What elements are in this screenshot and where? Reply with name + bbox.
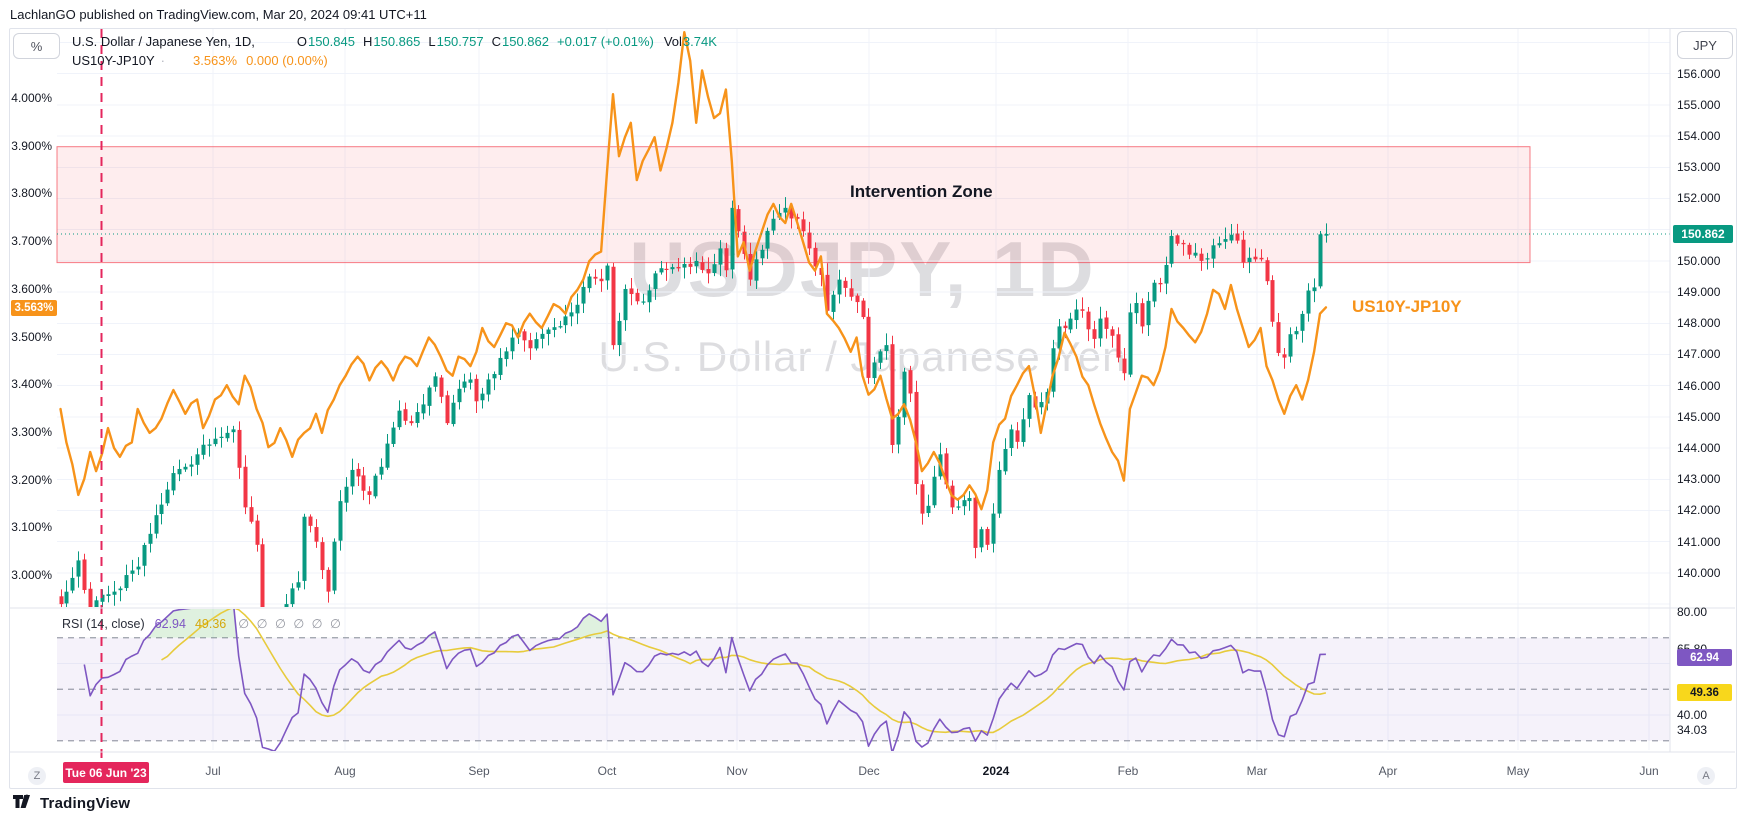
rsi-indicator-legend[interactable]: RSI (14, close) 62.94 49.36 ∅ ∅ ∅ ∅ ∅ ∅	[62, 616, 343, 632]
right-axis-label: 146.000	[1677, 379, 1721, 393]
rsi-ma-value-badge: 49.36	[1677, 684, 1732, 701]
tradingview-footer[interactable]: TradingView	[12, 794, 130, 812]
left-axis-label: 3.900%	[11, 139, 52, 153]
ohlc-letter: C	[491, 34, 501, 49]
rsi-axis-label: 40.00	[1677, 708, 1708, 722]
right-axis-label: 149.000	[1677, 285, 1721, 299]
legend-separator-dot: ·	[160, 53, 165, 68]
tradingview-logo-icon	[13, 794, 30, 808]
auto-scale-button[interactable]: A	[1697, 767, 1715, 785]
right-axis-label: 153.000	[1677, 160, 1721, 174]
ohlc-value: 150.865	[373, 34, 421, 49]
main-series-legend[interactable]: U.S. Dollar / Japanese Yen, 1D, O 150.845 H…	[72, 34, 717, 49]
compare-series-legend[interactable]: US10Y-JP10Y · 3.563% 0.000 (0.00%)	[72, 53, 328, 68]
time-axis-label: Dec	[858, 764, 880, 778]
rsi-value-badge: 62.94	[1677, 649, 1732, 666]
spread-price-badge: 3.563%	[11, 300, 57, 316]
right-axis-label: 144.000	[1677, 441, 1721, 455]
time-axis-label: Sep	[468, 764, 490, 778]
percent-scale-button[interactable]: %	[13, 33, 60, 59]
right-axis-label: 143.000	[1677, 472, 1721, 486]
time-axis-label: Feb	[1117, 764, 1139, 778]
ohlc-value: 150.757	[436, 34, 484, 49]
time-axis-label: Jun	[1639, 764, 1659, 778]
left-axis-label: 3.800%	[11, 186, 52, 200]
time-axis-label: Aug	[334, 764, 356, 778]
publish-attribution: LachlanGO published on TradingView.com, …	[10, 7, 427, 22]
right-axis-label: 152.000	[1677, 191, 1721, 205]
time-axis-label: Apr	[1378, 764, 1398, 778]
time-axis-label: 2024	[982, 764, 1010, 778]
left-axis-label: 3.400%	[11, 377, 52, 391]
ohlc-letter: H	[362, 34, 373, 49]
date-marker-badge: Tue 06 Jun '23	[63, 762, 149, 783]
left-axis-label: 3.000%	[11, 568, 52, 582]
ohlc-letter: O	[296, 34, 307, 49]
rsi-ma-value: 49.36	[194, 616, 227, 631]
chart-frame	[9, 28, 1737, 789]
ohlc-value: 150.845	[307, 34, 355, 49]
time-axis-label: Mar	[1246, 764, 1268, 778]
left-axis-label: 3.200%	[11, 473, 52, 487]
tradingview-brand-text: TradingView	[40, 794, 131, 812]
intervention-zone-label: Intervention Zone	[850, 182, 993, 201]
compare-change: 0.000 (0.00%)	[246, 53, 328, 68]
left-axis-label: 3.300%	[11, 425, 52, 439]
right-axis-label: 148.000	[1677, 316, 1721, 330]
volume-label: Vol	[663, 34, 682, 49]
rsi-hidden-values: ∅ ∅ ∅ ∅ ∅ ∅	[238, 617, 343, 631]
legend-change: +0.017 (+0.01%)	[556, 34, 654, 49]
right-axis-label: 156.000	[1677, 67, 1721, 81]
time-axis-label: Oct	[597, 764, 617, 778]
right-axis-label: 141.000	[1677, 535, 1721, 549]
right-axis-label: 147.000	[1677, 347, 1721, 361]
left-axis-label: 3.600%	[11, 282, 52, 296]
right-axis-label: 150.000	[1677, 254, 1721, 268]
right-axis-label: 145.000	[1677, 410, 1721, 424]
time-axis-label: Jul	[205, 764, 221, 778]
right-axis-label: 140.000	[1677, 566, 1721, 580]
volume-value: 3.74K	[682, 34, 717, 49]
rsi-axis-label: 80.00	[1677, 605, 1708, 619]
spread-series-label: US10Y-JP10Y	[1352, 297, 1462, 316]
currency-scale-button[interactable]: JPY	[1677, 31, 1733, 59]
compare-symbol-title: US10Y-JP10Y	[72, 53, 155, 68]
right-axis-label: 155.000	[1677, 98, 1721, 112]
time-axis-label: Nov	[726, 764, 748, 778]
rsi-value: 62.94	[154, 616, 186, 631]
left-axis-label: 3.500%	[11, 330, 52, 344]
rsi-axis-label: 34.03	[1677, 723, 1708, 737]
time-axis-label: May	[1506, 764, 1530, 778]
left-axis-label: 3.100%	[11, 520, 52, 534]
legend-symbol-title: U.S. Dollar / Japanese Yen, 1D,	[72, 34, 255, 49]
zoom-out-button[interactable]: Z	[28, 767, 46, 785]
ohlc-value: 150.862	[501, 34, 549, 49]
left-axis-label: 3.700%	[11, 234, 52, 248]
compare-value: 3.563%	[192, 53, 238, 68]
right-axis-label: 154.000	[1677, 129, 1721, 143]
ohlc-letter: L	[428, 34, 436, 49]
last-price-badge: 150.862	[1673, 225, 1733, 243]
right-axis-label: 142.000	[1677, 503, 1721, 517]
rsi-legend-title: RSI (14, close)	[62, 616, 145, 631]
left-axis-label: 4.000%	[11, 91, 52, 105]
